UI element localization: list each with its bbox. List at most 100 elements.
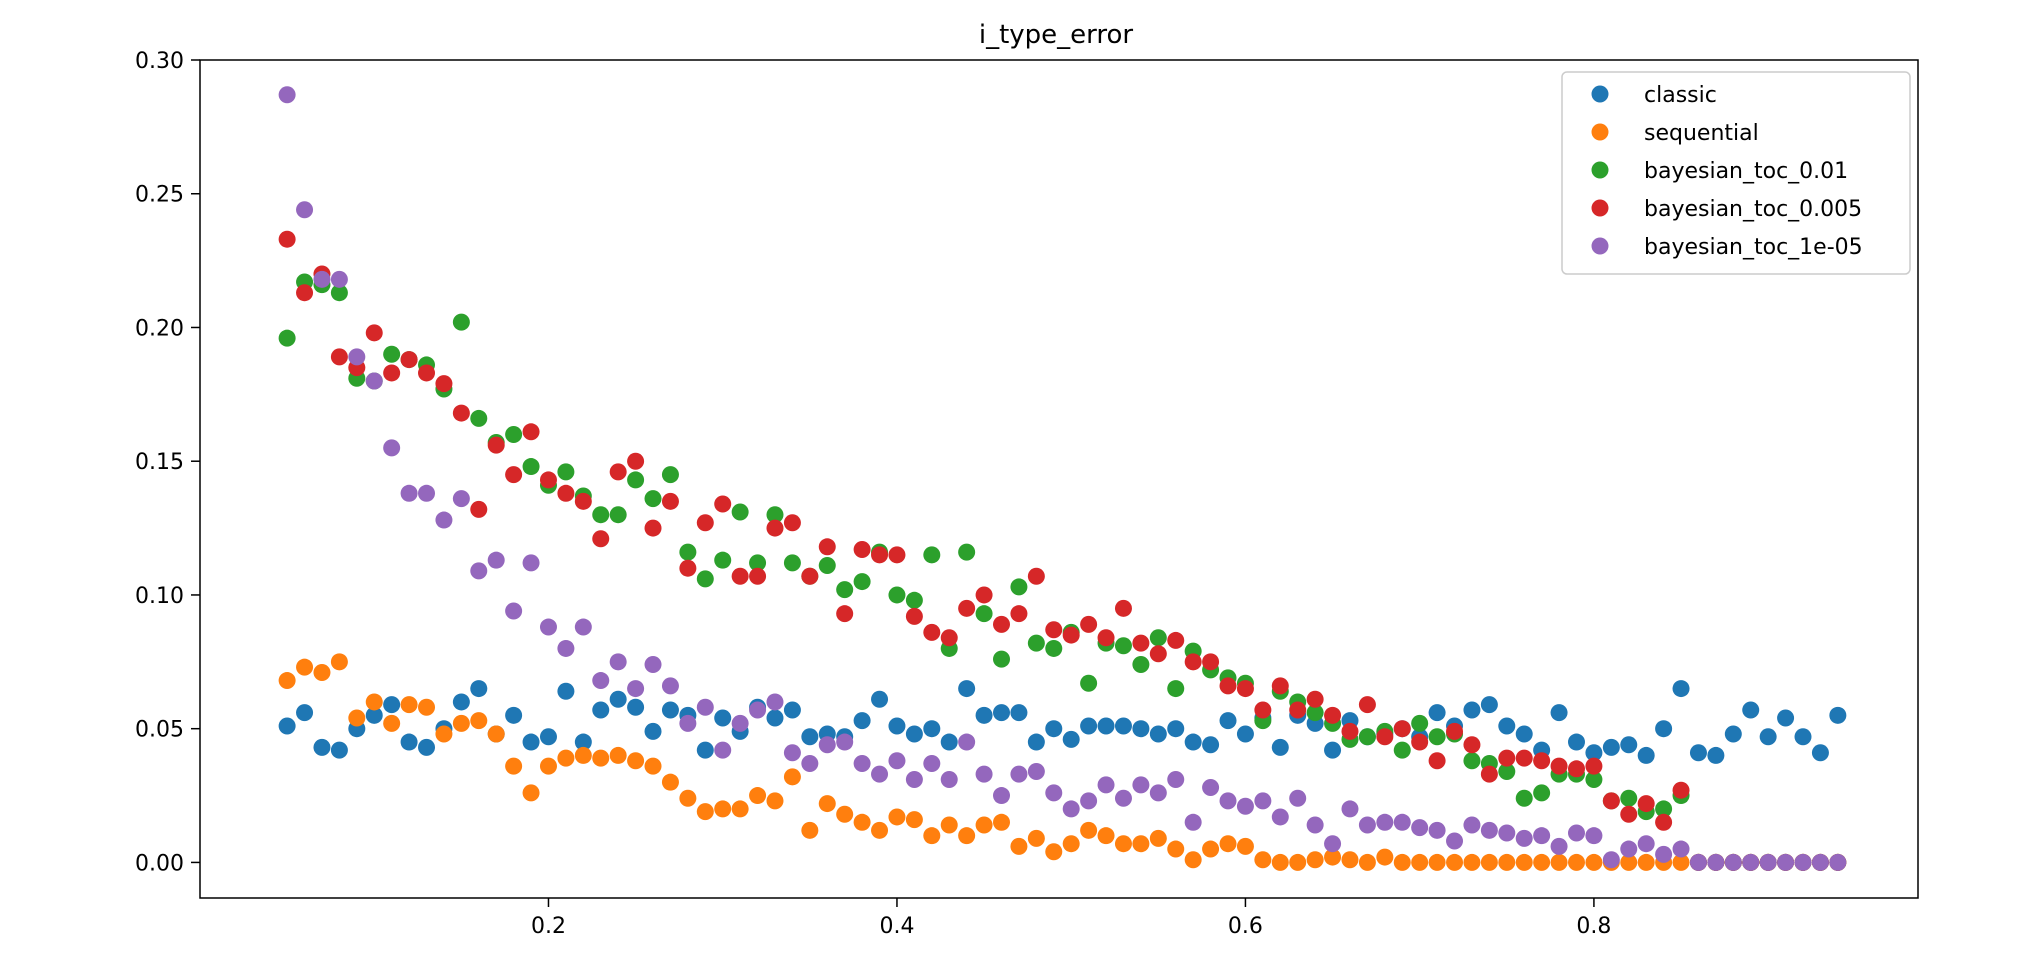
data-point [557, 463, 575, 481]
data-point [1167, 680, 1185, 698]
data-point [749, 701, 767, 719]
data-point [470, 409, 488, 427]
data-point [383, 696, 401, 714]
data-point [383, 714, 401, 732]
data-point [400, 484, 418, 502]
data-point [452, 313, 470, 331]
data-point [1446, 722, 1464, 740]
data-point [1411, 819, 1429, 837]
data-point [1045, 843, 1063, 861]
data-point [1114, 599, 1132, 617]
data-point [383, 439, 401, 457]
data-point [714, 495, 732, 513]
data-point [993, 650, 1011, 668]
data-point [1167, 840, 1185, 858]
data-point [1341, 800, 1359, 818]
data-point [940, 733, 958, 751]
data-point [1010, 704, 1028, 722]
data-point [1533, 752, 1551, 770]
y-tick-label: 0.05 [135, 718, 184, 743]
data-point [714, 800, 732, 818]
data-point [296, 704, 314, 722]
data-point [418, 738, 436, 756]
data-point [1114, 637, 1132, 655]
data-point [313, 664, 331, 682]
data-point [1114, 835, 1132, 853]
data-point [836, 733, 854, 751]
data-point [905, 607, 923, 625]
data-point [993, 787, 1011, 805]
data-point [958, 680, 976, 698]
data-point [1515, 725, 1533, 743]
data-point [993, 615, 1011, 633]
data-point [574, 618, 592, 636]
data-point [330, 284, 348, 302]
data-point [836, 605, 854, 623]
data-point [679, 559, 697, 577]
data-point [470, 712, 488, 730]
data-point [871, 821, 889, 839]
data-point [1550, 853, 1568, 871]
data-point [574, 746, 592, 764]
data-point [1132, 776, 1150, 794]
legend-label: bayesian_toc_1e-05 [1644, 235, 1863, 260]
data-point [871, 690, 889, 708]
legend: classic sequential bayesian_toc_0.01bayesi… [1561, 71, 1911, 275]
data-point [1672, 781, 1690, 799]
data-point [592, 672, 610, 690]
x-axis: 0.2 0.4 0.6 0.8 [531, 898, 1611, 939]
data-point [1759, 853, 1777, 871]
data-point [1428, 704, 1446, 722]
data-point [452, 490, 470, 508]
data-point [330, 348, 348, 366]
data-point [644, 519, 662, 537]
data-point [348, 709, 366, 727]
data-point [1742, 853, 1760, 871]
data-point [1620, 840, 1638, 858]
data-point [1463, 816, 1481, 834]
data-point [644, 490, 662, 508]
data-point [400, 733, 418, 751]
data-point [801, 567, 819, 585]
legend-label: sequential [1644, 121, 1759, 146]
y-tick-label: 0.15 [135, 450, 184, 475]
data-point [1097, 827, 1115, 845]
data-point [783, 768, 801, 786]
y-axis: 0.00 0.05 0.10 0.15 0.20 0.25 0.30 [135, 49, 200, 876]
data-point [278, 230, 296, 248]
data-point [1132, 720, 1150, 738]
data-point [1794, 728, 1812, 746]
data-point [975, 816, 993, 834]
data-point [1184, 653, 1202, 671]
data-point [923, 720, 941, 738]
legend-marker [1591, 123, 1609, 141]
data-point [418, 698, 436, 716]
data-point [1567, 733, 1585, 751]
data-point [1411, 733, 1429, 751]
data-point [1463, 736, 1481, 754]
data-point [661, 492, 679, 510]
data-point [487, 725, 505, 743]
data-point [958, 599, 976, 617]
data-point [940, 771, 958, 789]
data-point [1114, 717, 1132, 735]
data-point [1446, 853, 1464, 871]
data-point [993, 704, 1011, 722]
data-point [627, 471, 645, 489]
data-point [1637, 746, 1655, 764]
data-point [783, 554, 801, 572]
data-point [592, 701, 610, 719]
data-point [836, 581, 854, 599]
data-point [1480, 765, 1498, 783]
data-point [1062, 730, 1080, 748]
data-point [853, 540, 871, 558]
data-point [1219, 792, 1237, 810]
data-point [1202, 736, 1220, 754]
data-point [1672, 853, 1690, 871]
data-point [1184, 851, 1202, 869]
data-point [1062, 800, 1080, 818]
data-point [609, 746, 627, 764]
data-point [749, 567, 767, 585]
data-point [1271, 738, 1289, 756]
data-point [452, 693, 470, 711]
